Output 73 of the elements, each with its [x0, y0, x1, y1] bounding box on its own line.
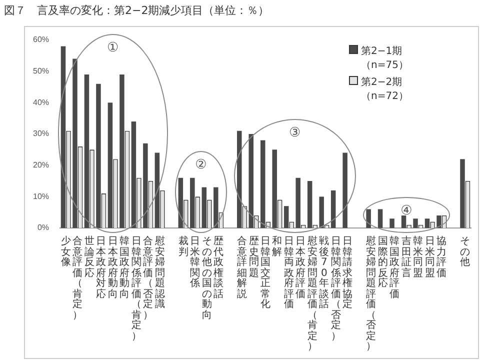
- chart-title: 図７ 言及率の変化：第2−2期減少項目（単位：％）: [4, 3, 270, 18]
- legend-label: 第2−2期（n=72）: [361, 76, 410, 103]
- bar: [378, 209, 383, 228]
- bar: [319, 196, 324, 228]
- x-tick-label: 日韓両政府評価: [283, 236, 294, 310]
- bar: [307, 181, 312, 228]
- bar: [330, 190, 336, 228]
- bar: [84, 74, 90, 228]
- bar: [284, 206, 289, 228]
- bar: [190, 178, 195, 228]
- x-tick-label: 韓国政府評価: [389, 236, 400, 300]
- bar: [296, 178, 300, 228]
- bar: [96, 84, 101, 228]
- bar: [260, 140, 266, 228]
- y-tick-label: 50%: [32, 66, 50, 76]
- category-label: 慰安婦問題評価（肯定）: [307, 236, 318, 352]
- x-tick-label: 国際的反応: [377, 236, 388, 290]
- annotation: ①: [107, 40, 119, 56]
- category-label: 日韓関係評価（否定）: [330, 236, 341, 342]
- legend-label: 第2−1期（n=75）: [361, 44, 410, 72]
- annotation: ③: [289, 125, 301, 140]
- bar: [120, 74, 124, 228]
- x-tick-label: 裁判: [178, 236, 189, 258]
- y-tick-label: 30%: [32, 129, 50, 138]
- annotation: ②: [195, 157, 207, 172]
- category-label: 慰安婦問題評価（否定）: [366, 236, 376, 352]
- x-tick-label: 合意評価（否定）: [142, 236, 154, 321]
- x-tick-label: 日韓国交正常化: [260, 236, 271, 310]
- bar: [214, 187, 218, 228]
- bar: [436, 215, 442, 228]
- x-tick-label: 吉田証言: [400, 236, 412, 279]
- x-tick-label: 合意評価（肯定）: [72, 236, 84, 321]
- x-tick-label: 日韓請求権協定: [342, 236, 354, 310]
- x-tick-label: 日米同盟: [424, 236, 436, 279]
- x-tick-label: 日本政府評価: [295, 236, 306, 300]
- x-tick-label: 日本政府動向: [107, 236, 118, 300]
- bar: [131, 121, 136, 228]
- x-tick-label: 韓国政府動向: [119, 236, 130, 300]
- x-tick-label: 協力評価: [436, 236, 448, 279]
- bar: [248, 134, 254, 228]
- x-tick-label: 世論反応: [84, 236, 95, 279]
- y-tick-label: 10%: [32, 192, 50, 201]
- bar: [72, 58, 78, 228]
- y-tick-label: 20%: [32, 160, 50, 170]
- x-tick-label: 合意詳細解説: [236, 236, 248, 300]
- bar: [202, 187, 207, 228]
- x-tick-label: 歴代政権談話: [213, 236, 224, 300]
- bar: [413, 218, 418, 228]
- bar: [272, 150, 277, 228]
- y-tick-label: 0%: [37, 223, 50, 232]
- x-tick-label: 慰安婦問題認識: [154, 236, 166, 310]
- x-tick-label: 少女像: [60, 236, 72, 268]
- x-tick-label: その他: [460, 236, 471, 268]
- x-tick-label: その他の国の動向: [201, 236, 212, 321]
- bar: [108, 102, 113, 228]
- bar: [237, 130, 242, 228]
- bar: [424, 218, 430, 228]
- bar: [366, 209, 371, 228]
- x-tick-label: 戦後70年談話: [318, 236, 330, 310]
- x-tick-label: 歴史問題: [248, 236, 260, 279]
- bar: [390, 218, 394, 228]
- x-tick-label: 日米韓関係: [190, 236, 201, 290]
- x-tick-label: 和解: [272, 236, 283, 258]
- x-tick-label: 日本政府対応: [96, 236, 107, 300]
- bar: [460, 159, 465, 228]
- bar: [143, 143, 148, 228]
- x-tick-label: 韓米同盟: [412, 236, 424, 279]
- y-tick-label: 40%: [32, 98, 50, 107]
- y-tick-label: 60%: [32, 35, 50, 44]
- category-label: 日韓関係評価（肯定）: [131, 236, 142, 342]
- bar: [342, 152, 348, 228]
- bar: [401, 215, 406, 228]
- annotation: ④: [400, 204, 412, 219]
